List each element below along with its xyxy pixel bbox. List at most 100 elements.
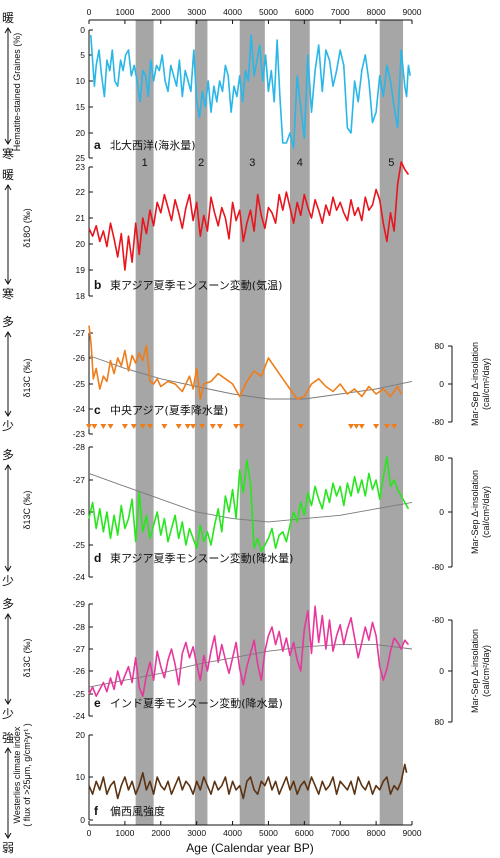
side-label-group: 多少 — [2, 597, 14, 721]
insolation-axis-tick-label: 80 — [435, 341, 445, 351]
insolation-axis-unit: (cal/cm²/day) — [481, 486, 491, 538]
event-marker — [147, 424, 154, 429]
y-axis-tick-label: 10 — [76, 76, 86, 86]
y-axis-label: δ13C (‰) — [22, 358, 32, 397]
y-axis-tick-label: 20 — [76, 730, 86, 740]
side-label-top: 多 — [2, 448, 14, 462]
insolation-axis-label: Mar-Sep Δ-insolation — [470, 629, 480, 713]
event-band-3 — [239, 20, 265, 825]
arrow-head-down — [4, 138, 12, 145]
y-axis-tick-label: -24 — [73, 404, 86, 414]
y-axis-label: δ18O (‰) — [22, 208, 32, 248]
event-marker — [175, 424, 182, 429]
event-band-label: 3 — [249, 157, 255, 169]
y-axis-tick-label: 10 — [76, 772, 86, 782]
event-marker — [107, 424, 114, 429]
y-axis-tick-label: -25 — [73, 379, 86, 389]
y-axis-tick-label: -26 — [73, 353, 86, 363]
panel-caption: 偏西風強度 — [110, 804, 165, 818]
bottom-axis-tick-label: 8000 — [367, 828, 386, 838]
insolation-axis-tick-label: 0 — [439, 666, 444, 676]
insolation-curve — [88, 355, 413, 400]
y-axis-tick-label: -26 — [73, 507, 86, 517]
event-marker — [130, 424, 137, 429]
arrow-head-down — [4, 565, 12, 572]
y-axis-tick-label: 5 — [80, 50, 85, 60]
bottom-axis-tick-label: 7000 — [331, 828, 350, 838]
panel-letter: e — [94, 696, 101, 710]
bottom-axis-tick-label: 4000 — [223, 828, 242, 838]
top-axis-tick-label: 6000 — [295, 7, 314, 17]
insolation-axis-tick-label: -80 — [432, 562, 445, 572]
y-axis-label: Hematite-stained Graines (%) — [12, 33, 22, 152]
panel-caption: 東アジア夏季モンスーン変動(気温) — [110, 278, 282, 292]
panel-f: 0 10 20 Westerlies climate index( flux of >… — [12, 723, 408, 827]
insolation-axis-tick-label: 0 — [439, 507, 444, 517]
event-marker — [373, 424, 380, 429]
top-axis-tick-label: 0 — [87, 7, 92, 17]
series-line-b — [88, 161, 410, 271]
panel-b: 18 19 20 21 22 23 δ18O (‰) b 東アジア夏季モンスーン変動(気温) — [22, 161, 410, 301]
y-axis-tick-label: -23 — [73, 429, 86, 439]
event-band-1 — [135, 20, 154, 825]
panel-letter: a — [94, 138, 101, 152]
side-label-bottom: 少 — [2, 419, 14, 433]
insolation-axis-unit: (cal/cm²/day) — [481, 358, 491, 410]
event-marker — [383, 424, 390, 429]
y-axis-tick-label: -24 — [73, 572, 86, 582]
insolation-axis-tick-label: -80 — [432, 615, 445, 625]
bottom-axis-tick-label: 9000 — [403, 828, 422, 838]
series-line-e — [88, 605, 410, 697]
event-marker — [86, 424, 92, 429]
panel-a: 0 5 10 15 20 25 Hematite-stained Graines (%) a 北… — [12, 25, 411, 163]
insolation-axis-tick-label: 80 — [435, 717, 445, 727]
side-label-top: 暖 — [2, 168, 14, 182]
event-marker — [297, 424, 304, 429]
event-marker — [358, 424, 365, 429]
series-line-d — [88, 456, 410, 553]
top-age-axis: 0 1000 2000 3000 4000 5000 6000 7000 8000 9000 — [87, 7, 422, 24]
side-label-group: 強弱 — [2, 731, 14, 855]
top-axis-tick-label: 1000 — [115, 7, 134, 17]
event-marker — [353, 424, 360, 429]
side-label-bottom: 寒 — [2, 146, 14, 161]
side-label-group: 暖寒 — [2, 11, 14, 161]
insolation-axis-tick-label: 80 — [435, 453, 445, 463]
bottom-axis-tick-label: 1000 — [115, 828, 134, 838]
top-axis-tick-label: 3000 — [187, 7, 206, 17]
y-axis-tick-label: 0 — [80, 815, 85, 825]
insolation-axis-tick-label: 0 — [439, 379, 444, 389]
arrow-head-up — [4, 747, 12, 754]
side-label-bottom: 弱 — [2, 841, 14, 855]
side-label-top: 強 — [2, 731, 14, 745]
side-label-top: 暖 — [2, 11, 14, 25]
event-marker — [391, 424, 398, 429]
y-axis-label-unit: ( flux of >25μm, g/cm²yr¹ ) — [22, 723, 32, 826]
arrow-head-up — [4, 184, 12, 191]
y-axis-label: Westerlies climate index — [12, 726, 22, 823]
insolation-axis-tick-label: -80 — [432, 417, 445, 427]
panel-letter: b — [94, 278, 101, 292]
panel-caption: 東アジア夏季モンスーン変動(降水量) — [110, 551, 293, 565]
arrow-head-down — [4, 410, 12, 417]
y-axis-tick-label: -27 — [73, 328, 86, 338]
y-axis-tick-label: 21 — [76, 213, 86, 223]
event-band-label: 2 — [198, 157, 204, 169]
insolation-axis-d: 80 0 -80 Mar-Sep Δ-insolation (cal/cm²/day) — [432, 453, 491, 572]
y-axis-tick-label: -29 — [73, 599, 86, 609]
top-axis-tick-label: 5000 — [259, 7, 278, 17]
top-axis-tick-label: 9000 — [403, 7, 422, 17]
side-label-bottom: 少 — [2, 707, 14, 721]
bottom-axis-tick-label: 2000 — [151, 828, 170, 838]
event-marker — [139, 424, 146, 429]
y-axis-tick-label: -25 — [73, 540, 86, 550]
arrow-head-down — [4, 698, 12, 705]
panel-letter: c — [94, 403, 101, 417]
bottom-axis-tick-label: 6000 — [295, 828, 314, 838]
y-axis-tick-label: 18 — [76, 291, 86, 301]
event-marker — [91, 424, 98, 429]
insolation-axis-unit: (cal/cm²/day) — [481, 645, 491, 697]
y-axis-label: δ13C (‰) — [22, 490, 32, 529]
insolation-axis-label: Mar-Sep Δ-insolation — [470, 342, 480, 426]
